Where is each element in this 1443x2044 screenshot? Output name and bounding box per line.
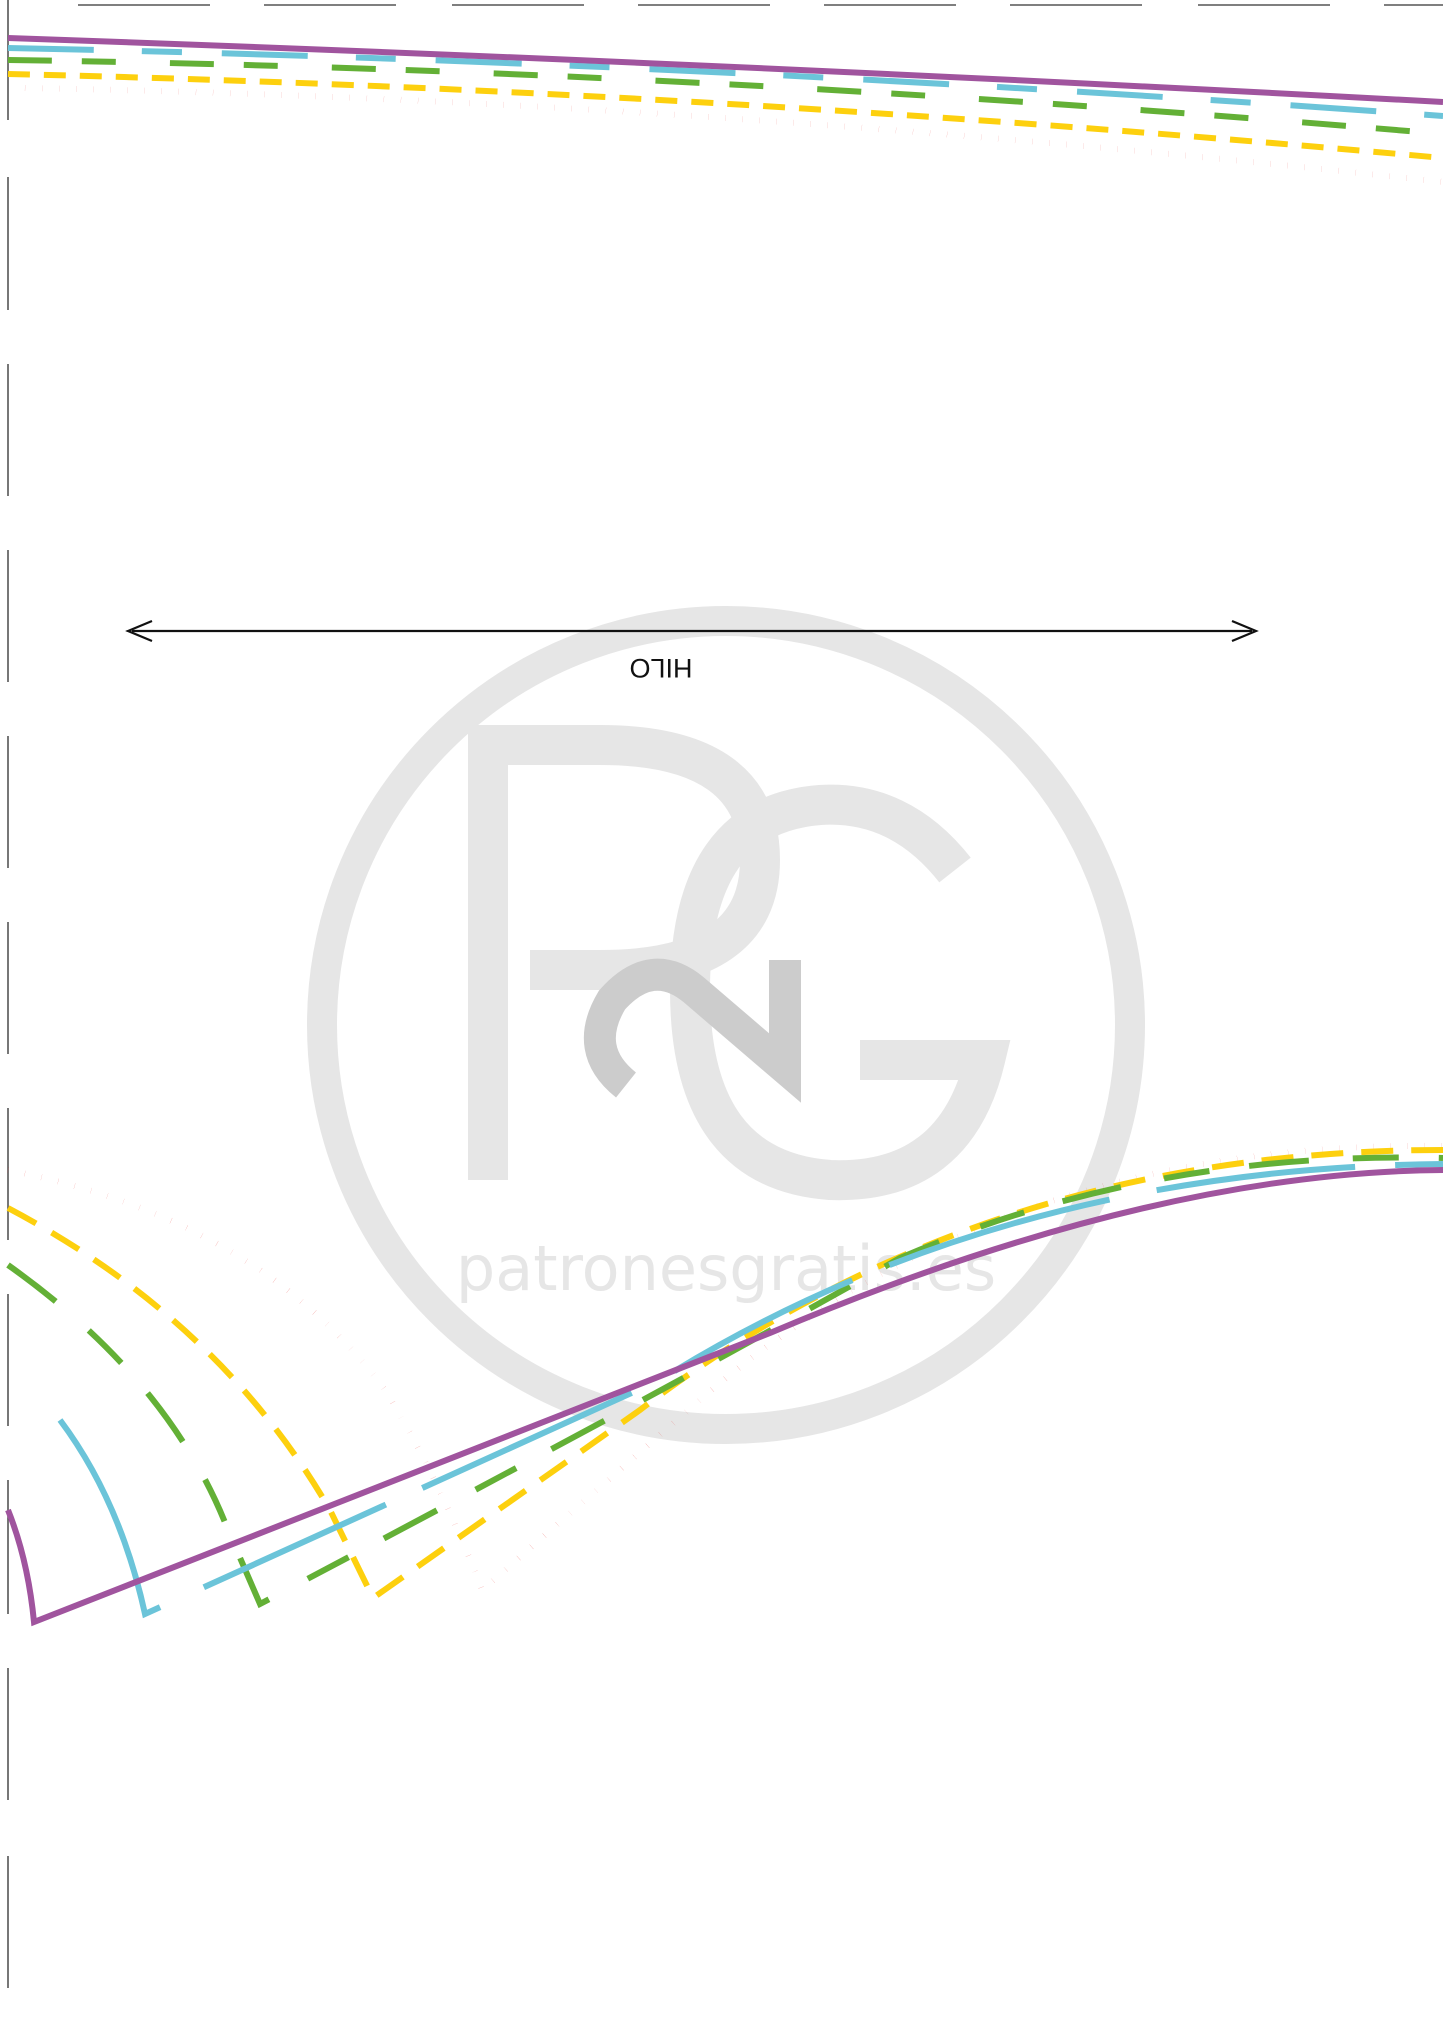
- watermark-text: patronesgratis.es: [456, 1232, 996, 1305]
- grain-arrow-right-icon: [1231, 619, 1259, 643]
- watermark-letter-g: [669, 784, 1011, 1201]
- size-3-dash-bottom: [6, 1154, 1443, 1609]
- size-4-short-dash-top: [7, 71, 1443, 161]
- size-3-dash-top: [7, 57, 1443, 137]
- watermark-swoosh: [583, 958, 801, 1103]
- grain-line-label: HILO: [629, 653, 692, 683]
- size-1-solid-top: [7, 35, 1443, 105]
- size-1-solid-bottom: [5, 1167, 1443, 1627]
- grain-line: HILO: [125, 619, 1259, 683]
- bottom-edge-size-lines: [5, 1142, 1443, 1627]
- top-edge-size-lines: [7, 35, 1443, 185]
- watermark-ring: [307, 606, 1145, 1444]
- size-4-short-dash-bottom: [6, 1147, 1443, 1603]
- size-2-long-dash-bottom: [57, 1161, 1443, 1619]
- size-2-long-dash-top: [7, 45, 1443, 119]
- watermark-logo: patronesgratis.es: [307, 606, 1145, 1444]
- grain-arrow-left-icon: [125, 619, 153, 643]
